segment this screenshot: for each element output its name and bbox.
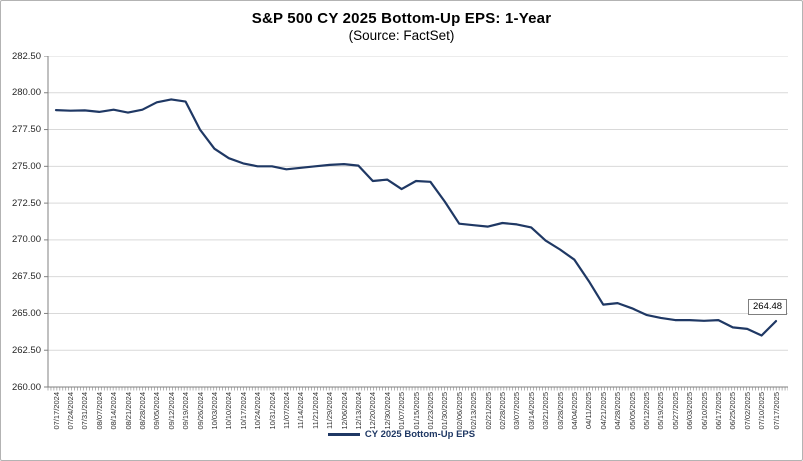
y-axis-tick-label: 282.50 [11, 50, 41, 62]
x-axis-tick-label: 11/21/2024 [310, 392, 320, 429]
x-axis-tick-label: 08/07/2024 [94, 392, 104, 430]
eps-line [54, 98, 778, 337]
x-axis-tick-label: 03/28/2025 [555, 392, 565, 430]
y-axis-tick-label: 270.00 [11, 234, 41, 246]
x-axis-tick-label: 10/17/2024 [238, 392, 248, 430]
x-axis-tick-label: 06/25/2025 [728, 392, 738, 430]
x-axis-tick-label: 02/06/2025 [454, 392, 464, 430]
x-axis-tick-label: 05/05/2025 [627, 392, 637, 430]
x-axis-tick-label: 09/05/2024 [152, 392, 162, 430]
x-axis-tick-label: 04/11/2025 [584, 392, 594, 429]
x-axis-tick-label: 12/20/2024 [368, 392, 378, 430]
x-axis-tick-label: 04/04/2025 [569, 392, 579, 430]
y-axis-tick-label: 272.50 [11, 197, 41, 209]
x-axis-tick-label: 08/14/2024 [109, 392, 119, 430]
x-axis-tick-label: 08/28/2024 [137, 392, 147, 430]
x-axis-tick-label: 10/24/2024 [253, 392, 263, 430]
y-axis-tick-label: 275.00 [11, 160, 41, 172]
x-axis-tick-label: 11/07/2024 [281, 392, 291, 429]
x-axis-tick-label: 12/13/2024 [353, 392, 363, 430]
y-axis-tick-label: 267.50 [11, 271, 41, 283]
y-axis-tick-label: 277.50 [11, 124, 41, 136]
x-axis-tick-label: 07/17/2025 [771, 392, 781, 430]
x-axis-tick-label: 11/29/2024 [325, 392, 335, 429]
x-axis-tick-label: 06/03/2025 [685, 392, 695, 430]
legend-label: CY 2025 Bottom-Up EPS [364, 429, 476, 440]
legend-line-swatch-icon [327, 433, 360, 436]
x-axis-tick-label: 02/28/2025 [497, 392, 507, 430]
y-axis-tick-label: 280.00 [11, 87, 41, 99]
x-axis-tick-label: 05/12/2025 [641, 392, 651, 430]
y-axis-tick-label: 260.00 [11, 381, 41, 393]
y-axis-tick-label: 262.50 [11, 344, 41, 356]
legend: CY 2025 Bottom-Up EPS [1, 429, 802, 440]
x-axis-tick-label: 08/21/2024 [123, 392, 133, 430]
chart-subtitle: (Source: FactSet) [348, 28, 455, 43]
x-axis-tick-label: 05/27/2025 [670, 392, 680, 430]
x-axis-tick-label: 04/28/2025 [613, 392, 623, 430]
plot-area [44, 56, 788, 391]
x-axis-tick-label: 03/07/2025 [512, 392, 522, 430]
x-axis-tick-label: 10/31/2024 [267, 392, 277, 430]
x-axis-tick-label: 04/21/2025 [598, 392, 608, 430]
x-axis-tick-label: 07/10/2025 [757, 392, 767, 430]
x-axis-tick-label: 01/15/2025 [411, 392, 421, 430]
value-annotation: 264.48 [748, 299, 788, 315]
x-axis-tick-label: 10/10/2024 [224, 392, 234, 430]
x-axis-tick-label: 11/14/2024 [296, 392, 306, 429]
x-axis-tick-label: 12/06/2024 [339, 392, 349, 430]
x-axis-tick-label: 03/14/2025 [526, 392, 536, 430]
x-axis-tick-label: 01/07/2025 [397, 392, 407, 430]
x-axis-tick-label: 09/12/2024 [166, 392, 176, 430]
x-axis-tick-label: 07/17/2024 [51, 392, 61, 430]
x-axis-tick-label: 07/02/2025 [742, 392, 752, 430]
chart-title: S&P 500 CY 2025 Bottom-Up EPS: 1-Year [251, 10, 552, 27]
x-axis-tick-label: 07/24/2024 [65, 392, 75, 430]
x-axis-tick-label: 01/30/2025 [440, 392, 450, 430]
x-axis-tick-label: 09/26/2024 [195, 392, 205, 430]
x-axis-tick-label: 01/23/2025 [425, 392, 435, 430]
x-axis-tick-label: 06/17/2025 [713, 392, 723, 430]
x-axis-tick-label: 07/31/2024 [80, 392, 90, 430]
x-axis-tick-label: 06/10/2025 [699, 392, 709, 430]
y-axis-tick-label: 265.00 [11, 307, 41, 319]
x-axis-tick-label: 03/21/2025 [541, 392, 551, 430]
x-axis-tick-label: 05/19/2025 [656, 392, 666, 430]
x-axis-tick-label: 02/13/2025 [469, 392, 479, 430]
x-axis-tick-label: 12/30/2024 [382, 392, 392, 430]
x-axis-tick-label: 10/03/2024 [209, 392, 219, 430]
x-axis-tick-label: 02/21/2025 [483, 392, 493, 430]
x-axis-tick-label: 09/19/2024 [181, 392, 191, 430]
